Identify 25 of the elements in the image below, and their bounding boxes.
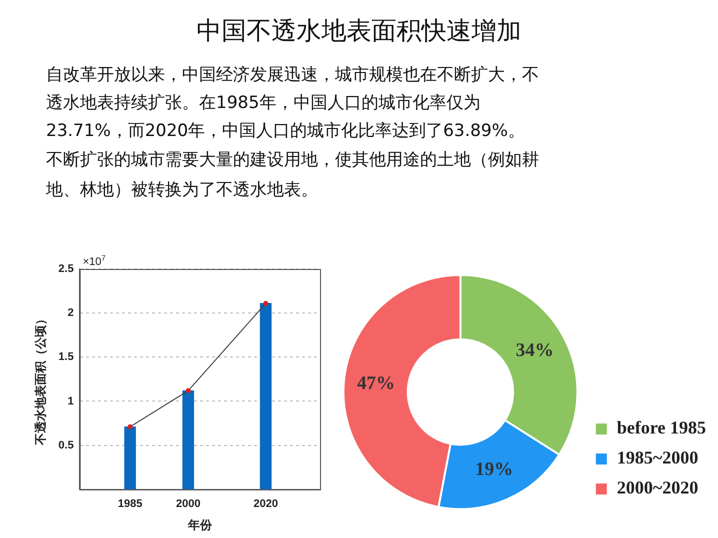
bar [124,426,136,490]
data-label: 34% [516,340,554,362]
text: 自改革开放以来，中国经济发展迅速，城市规模也在不断扩大，不 [46,64,539,86]
y-tick-label: 1.5 [58,351,74,364]
legend-label: before 1985 [616,418,706,438]
text: 透水地表持续扩张。在1985年，中国人口的城市化率仅为 [46,92,480,114]
data-label: 19% [475,458,514,480]
bar [260,303,272,490]
x-tick-label: 2000 [176,498,200,510]
y-tick-label: 2 [68,307,74,320]
text: 中国不透水地表面积快速增加 [196,15,522,47]
y-axis-title: 不透水地表面积（公顷） [33,313,48,446]
data-label: 47% [356,372,395,394]
text: 23.71%，而2020年，中国人口的城市化比率达到了63.89%。 [46,120,525,142]
y-tick-label: 1 [68,395,74,408]
x-tick-label: 1985 [118,498,142,510]
x-axis-title: 年份 [186,518,213,532]
y-tick-label: 0.5 [58,439,74,452]
legend-label: 1985~2000 [616,448,698,468]
text: 地、林地）被转换为了不透水地表。 [46,179,318,201]
legend-label: 2000~2020 [616,478,698,498]
bar [182,390,194,490]
x-tick-label: 2020 [253,498,278,510]
text: 不断扩张的城市需要大量的建设用地，使其他用途的土地（例如耕 [46,149,539,171]
y-tick-label: 2.5 [58,263,74,276]
